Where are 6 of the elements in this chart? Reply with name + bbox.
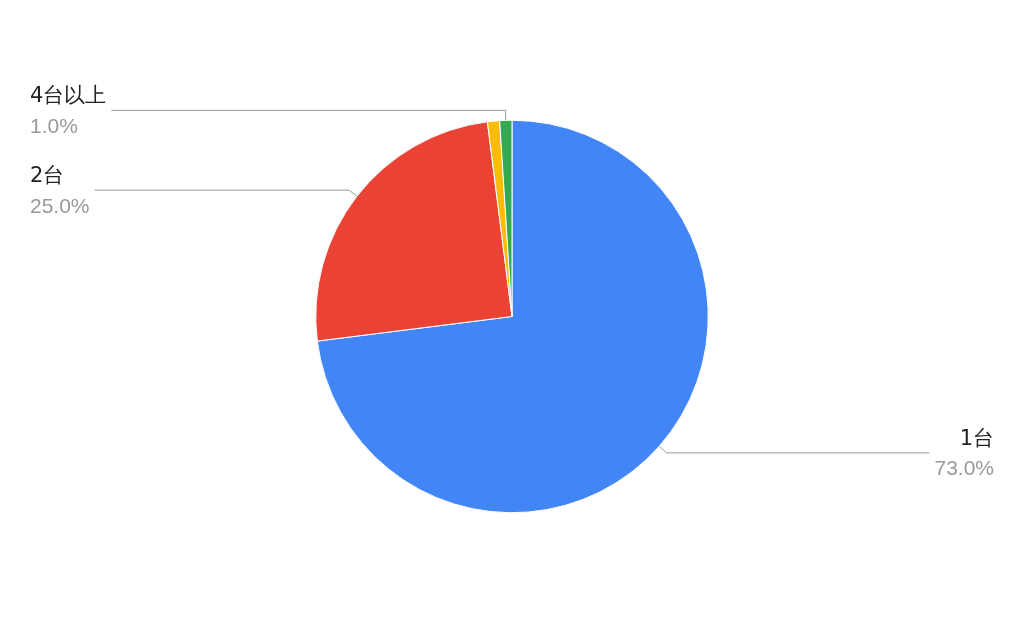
data-label: 1.0%	[30, 113, 78, 137]
slice-label: 4台以上	[30, 83, 107, 108]
slice-label: 2台	[30, 163, 65, 188]
data-label: 73.0%	[934, 456, 994, 480]
data-label: 25.0%	[30, 193, 90, 217]
slice-label: 1台	[959, 425, 994, 450]
